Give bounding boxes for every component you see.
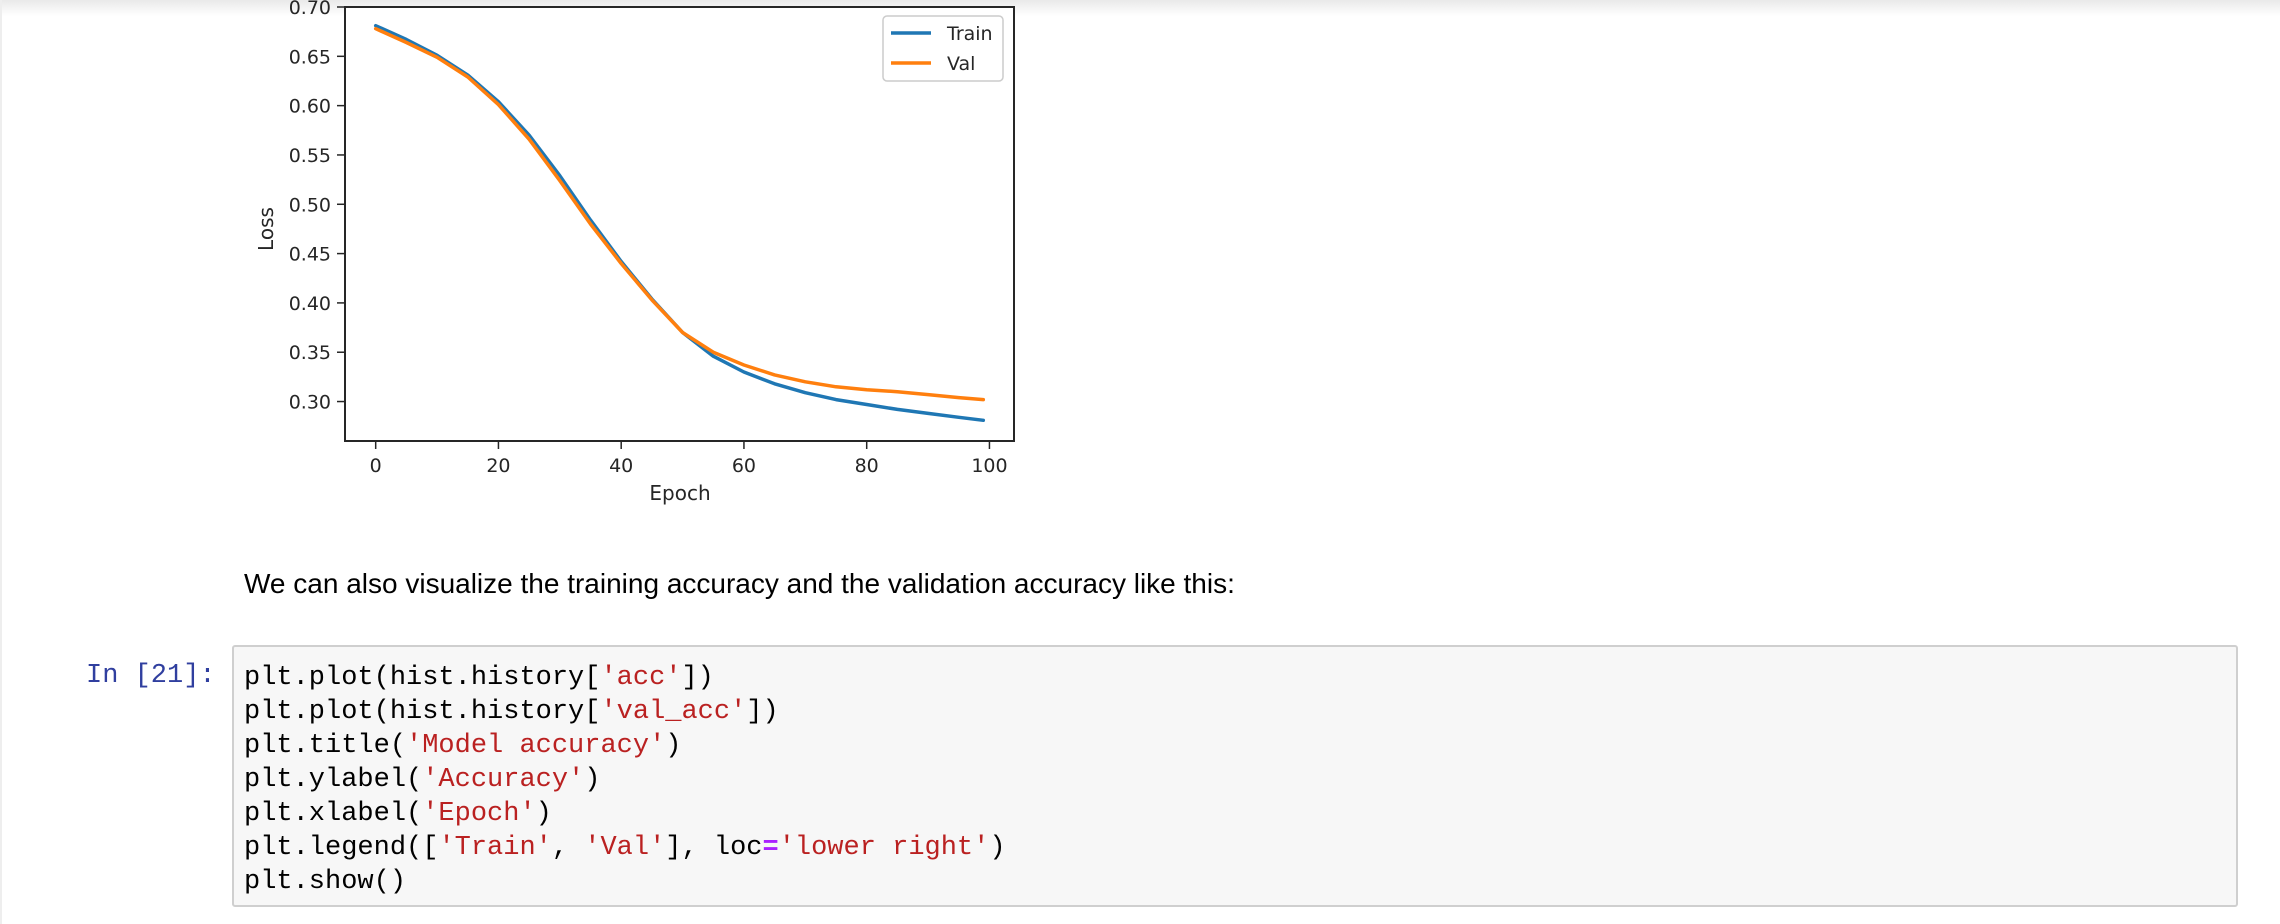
y-tick-label: 0.65 xyxy=(289,46,331,68)
x-tick-label: 0 xyxy=(370,455,382,477)
notebook-left-border xyxy=(0,0,2,924)
markdown-cell: We can also visualize the training accur… xyxy=(244,568,2144,600)
code-line: plt.show() xyxy=(244,865,2226,899)
code-text: ) xyxy=(989,833,1006,863)
x-tick-label: 100 xyxy=(971,455,1007,477)
x-tick-label: 20 xyxy=(486,455,510,477)
code-text: ], loc xyxy=(665,833,763,863)
x-tick-label: 80 xyxy=(855,455,879,477)
code-text: ]) xyxy=(681,663,714,693)
code-string: 'Train' xyxy=(438,833,552,863)
code-text: , xyxy=(551,833,585,863)
input-prompt: In [21]: xyxy=(86,661,216,691)
code-string: 'val_acc' xyxy=(600,697,747,727)
code-line: plt.legend(['Train', 'Val'], loc='lower … xyxy=(244,831,2226,865)
x-tick-label: 40 xyxy=(609,455,633,477)
series-line-val xyxy=(373,26,986,402)
code-cell-editor[interactable]: plt.plot(hist.history['acc']) plt.plot(hi… xyxy=(232,645,2238,907)
x-axis-label: Epoch xyxy=(649,481,710,505)
chart-legend: Train Val xyxy=(882,15,1004,82)
code-line: plt.title('Model accuracy') xyxy=(244,729,2226,763)
code-text: ) xyxy=(665,731,682,761)
code-text: plt.title( xyxy=(244,731,407,761)
code-text: ) xyxy=(535,799,552,829)
markdown-text: We can also visualize the training accur… xyxy=(244,568,1235,599)
code-text: plt.xlabel( xyxy=(244,799,423,829)
y-tick-label: 0.70 xyxy=(289,0,331,19)
plot-lines xyxy=(373,23,986,423)
y-axis-label: Loss xyxy=(254,207,278,251)
code-line: plt.plot(hist.history['acc']) xyxy=(244,661,2226,695)
code-line: plt.xlabel('Epoch') xyxy=(244,797,2226,831)
y-axis: 0.30 0.35 0.40 0.45 0.50 0.55 0.60 0.65 0.70 xyxy=(289,0,345,414)
code-text: ) xyxy=(584,765,601,795)
y-tick-label: 0.40 xyxy=(289,293,331,315)
code-text: plt.ylabel( xyxy=(244,765,423,795)
x-axis: 0 20 40 60 80 100 xyxy=(370,441,1008,477)
code-string: 'Model accuracy' xyxy=(406,731,666,761)
legend-label-val: Val xyxy=(947,53,975,75)
code-string: 'Epoch' xyxy=(422,799,536,829)
code-operator: = xyxy=(762,833,779,863)
code-text: plt.show() xyxy=(244,867,407,897)
y-tick-label: 0.35 xyxy=(289,342,331,364)
y-tick-label: 0.50 xyxy=(289,194,331,216)
code-line: plt.ylabel('Accuracy') xyxy=(244,763,2226,797)
code-text: ]) xyxy=(746,697,779,727)
y-tick-label: 0.55 xyxy=(289,145,331,167)
code-line: plt.plot(hist.history['val_acc']) xyxy=(244,695,2226,729)
code-string: 'Val' xyxy=(584,833,666,863)
code-text: plt.plot(hist.history[ xyxy=(244,663,601,693)
y-tick-label: 0.30 xyxy=(289,392,331,414)
code-string: 'acc' xyxy=(600,663,682,693)
code-string: 'lower right' xyxy=(778,833,990,863)
loss-chart: 0.30 0.35 0.40 0.45 0.50 0.55 0.60 0.65 0.70 0 20… xyxy=(254,0,1015,505)
code-string: 'Accuracy' xyxy=(422,765,585,795)
y-tick-label: 0.45 xyxy=(289,244,331,266)
legend-label-train: Train xyxy=(946,23,993,45)
y-tick-label: 0.60 xyxy=(289,96,331,118)
x-tick-label: 60 xyxy=(732,455,756,477)
code-text: plt.plot(hist.history[ xyxy=(244,697,601,727)
code-text: plt.legend([ xyxy=(244,833,439,863)
